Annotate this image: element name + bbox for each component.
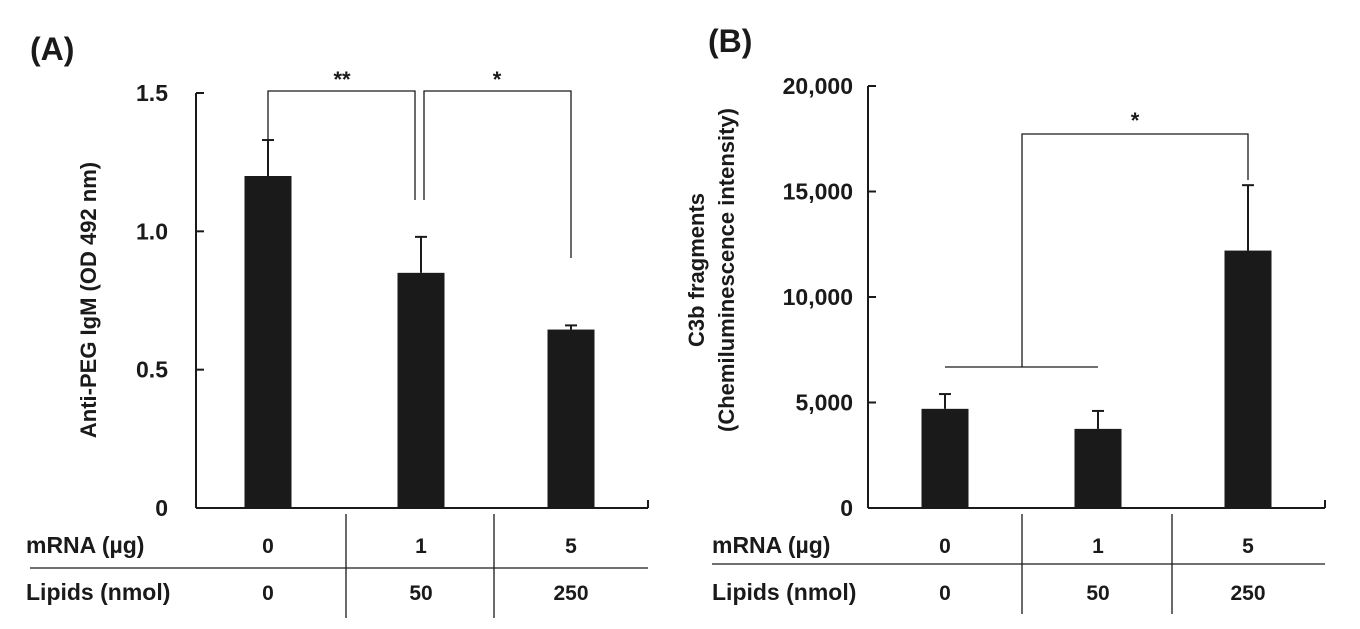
- y-axis-label-line: Anti-PEG IgM (OD 492 nm): [76, 162, 101, 438]
- table-cell: 0: [262, 535, 274, 558]
- y-axis-label-line: (Chemiluminescence intensity): [714, 108, 739, 432]
- table-cell: 50: [409, 582, 432, 605]
- y-tick-label: 0: [155, 495, 168, 521]
- y-tick-label: 0: [840, 495, 853, 521]
- table-row-label: Lipids (nmol): [26, 579, 170, 605]
- y-tick-label: 20,000: [783, 73, 853, 99]
- table-cell: 250: [553, 582, 588, 605]
- table-row-label: mRNA (µg): [712, 532, 830, 558]
- panel-label: (A): [30, 31, 74, 67]
- y-tick-label: 0.5: [136, 357, 168, 383]
- table-cell: 250: [1230, 582, 1265, 605]
- y-tick-label: 10,000: [783, 284, 853, 310]
- y-tick-label: 15,000: [783, 179, 853, 205]
- bar: [547, 329, 595, 508]
- table-cell: 5: [1242, 535, 1254, 558]
- y-axis-label: Anti-PEG IgM (OD 492 nm): [76, 162, 101, 438]
- table-cell: 0: [262, 582, 274, 605]
- bar: [921, 408, 969, 508]
- table-cell: 0: [939, 582, 951, 605]
- significance-bracket: [1021, 133, 1249, 367]
- significance-bracket: [423, 90, 572, 258]
- bar: [1074, 428, 1122, 508]
- table-cell: 50: [1086, 582, 1109, 605]
- panel-a: (A) 0 0.5 1.0 1.5 Anti-PEG IgM (OD 492 nm) mRN…: [26, 31, 649, 618]
- significance-bracket: [267, 90, 416, 200]
- bar: [244, 176, 292, 508]
- table-cell: 1: [1092, 535, 1104, 558]
- panel-b: (B) 0 5,000 10,000 15,000 20,000 C3b fragments…: [684, 23, 1326, 614]
- y-tick-label: 1.0: [136, 218, 168, 244]
- table-cell: 5: [565, 535, 577, 558]
- y-tick-label: 1.5: [136, 80, 168, 106]
- y-axis-label-line: C3b fragments: [684, 193, 709, 347]
- table-row-label: Lipids (nmol): [712, 579, 856, 605]
- y-tick-label: 5,000: [795, 390, 853, 416]
- table-cell: 1: [415, 535, 427, 558]
- significance-label: *: [493, 67, 502, 92]
- y-axis-label: C3b fragments (Chemiluminescence intensit…: [684, 108, 739, 432]
- significance-label: *: [1131, 108, 1140, 133]
- significance-label: **: [333, 67, 351, 92]
- panel-label: (B): [708, 23, 752, 59]
- bar: [1224, 250, 1272, 508]
- bar: [397, 272, 445, 508]
- table-row-label: mRNA (µg): [26, 532, 144, 558]
- table-cell: 0: [939, 535, 951, 558]
